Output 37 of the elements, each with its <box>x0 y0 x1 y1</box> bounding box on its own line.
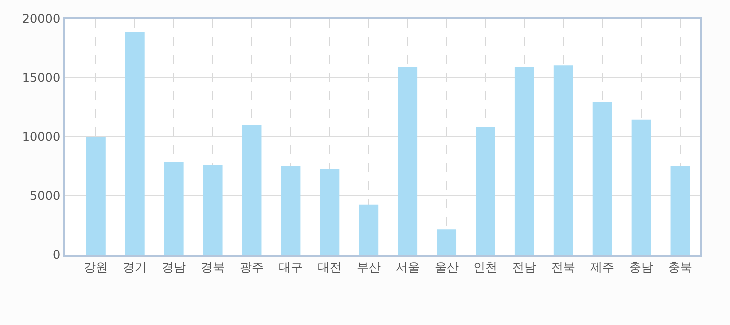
bar <box>125 32 145 255</box>
bar <box>437 230 457 255</box>
bar <box>514 67 534 255</box>
bar <box>320 169 340 255</box>
bar <box>164 162 184 255</box>
bar <box>281 166 301 255</box>
y-tick-label: 5000 <box>30 189 61 204</box>
bar <box>86 137 106 255</box>
x-tick-label: 경남 <box>162 260 186 274</box>
y-tick-label: 0 <box>52 248 61 262</box>
x-tick-label: 부산 <box>356 260 381 274</box>
x-tick-label: 강원 <box>84 260 108 274</box>
bar <box>670 166 690 255</box>
x-tick-label: 제주 <box>590 260 615 274</box>
y-tick-label: 15000 <box>22 71 61 86</box>
x-tick-label: 경기 <box>123 260 148 274</box>
bar <box>398 67 418 255</box>
y-tick-label: 10000 <box>22 130 61 144</box>
bar <box>359 204 379 255</box>
x-tick-label: 충남 <box>630 260 654 274</box>
x-tick-label: 경북 <box>201 260 226 274</box>
y-tick-label: 20000 <box>22 12 61 26</box>
x-tick-label: 서울 <box>396 260 420 274</box>
x-tick-label: 인천 <box>474 260 498 274</box>
bar <box>554 66 574 255</box>
bar <box>592 102 612 255</box>
x-tick-label: 충북 <box>668 260 693 274</box>
x-tick-label: 광주 <box>240 260 264 274</box>
x-tick-label: 전남 <box>512 260 537 274</box>
bar <box>203 165 223 255</box>
x-tick-label: 울산 <box>434 260 459 274</box>
bar <box>632 120 652 255</box>
x-tick-label: 대전 <box>318 260 342 274</box>
bar <box>476 128 496 255</box>
bar <box>242 125 262 255</box>
x-tick-label: 전북 <box>552 260 576 274</box>
x-tick-label: 대구 <box>278 260 303 274</box>
